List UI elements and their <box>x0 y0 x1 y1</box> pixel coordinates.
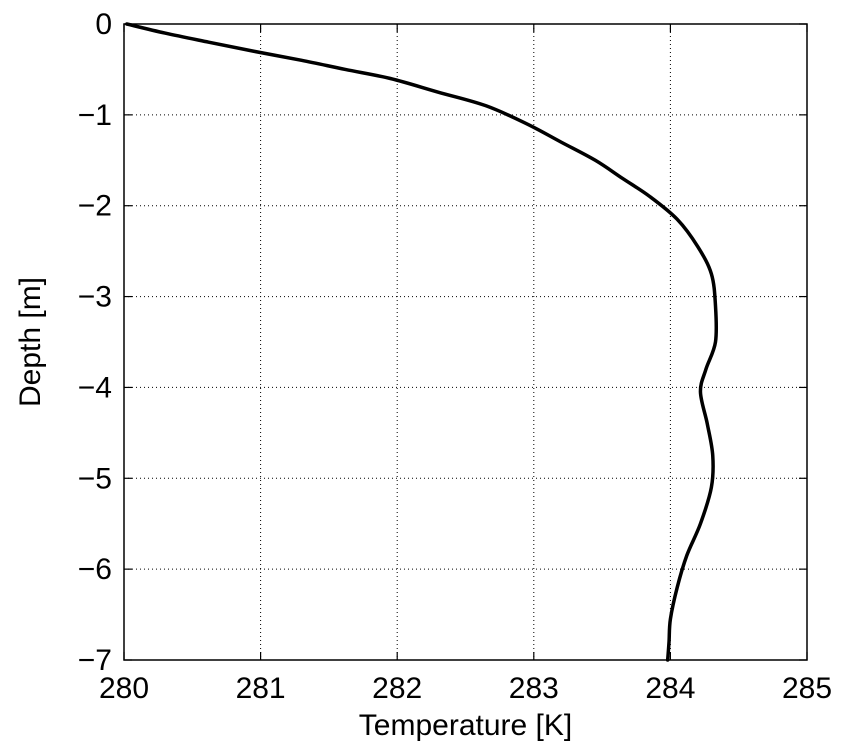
temperature-profile-line <box>124 22 719 662</box>
y-tick-label: −4 <box>78 371 112 404</box>
plot-frame <box>123 23 808 661</box>
ticks <box>123 23 808 661</box>
x-tick-label: 283 <box>509 672 559 705</box>
x-axis-label: Temperature [K] <box>359 709 572 742</box>
series-layer <box>124 22 719 662</box>
x-tick-label: 284 <box>645 672 695 705</box>
y-tick-label: −7 <box>78 644 112 677</box>
y-tick-label: 0 <box>95 8 112 41</box>
x-tick-label: 281 <box>236 672 286 705</box>
y-tick-label: −6 <box>78 553 112 586</box>
tick-labels: 280 281 282 283 284 285 0 −1 −2 −3 −4 −5 −6 −7 <box>78 8 832 705</box>
y-tick-label: −2 <box>78 190 112 223</box>
x-tick-label: 280 <box>99 672 149 705</box>
y-axis-label: Depth [m] <box>14 277 47 407</box>
y-tick-label: −5 <box>78 462 112 495</box>
x-tick-label: 282 <box>372 672 422 705</box>
y-tick-label: −3 <box>78 281 112 314</box>
y-tick-label: −1 <box>78 99 112 132</box>
x-tick-label: 285 <box>782 672 832 705</box>
grid <box>124 24 807 660</box>
